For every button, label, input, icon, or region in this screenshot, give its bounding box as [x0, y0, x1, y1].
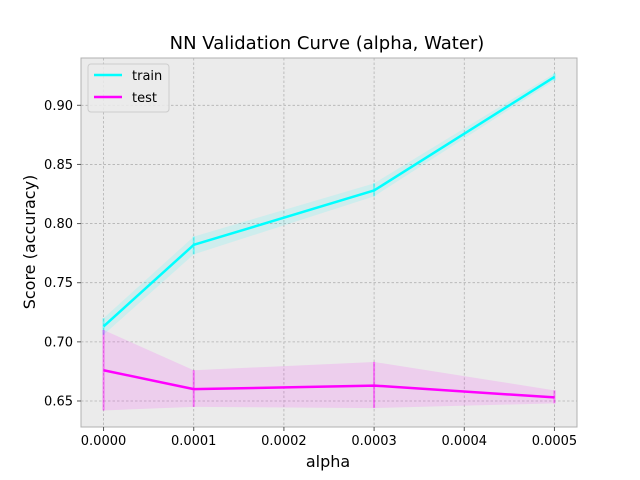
chart-title: NN Validation Curve (alpha, Water)	[170, 33, 485, 54]
x-tick-label: 0.0003	[351, 434, 397, 449]
series-lines	[102, 75, 556, 399]
y-tick-label: 0.70	[44, 335, 73, 350]
x-tick-label: 0.0001	[171, 434, 217, 449]
axis-ticks: 0.0000 0.0001 0.0002 0.0003 0.0004 0.0005 0.65…	[44, 99, 577, 449]
x-tick-label: 0.0002	[261, 434, 307, 449]
plot-area	[80, 57, 578, 428]
grid-lines	[81, 58, 577, 427]
y-axis-label: Score (accuracy)	[20, 175, 39, 310]
y-tick-label: 0.75	[44, 276, 73, 291]
y-tick-label: 0.65	[44, 394, 73, 409]
test-line	[103, 369, 555, 399]
y-tick-label: 0.90	[44, 99, 73, 114]
y-tick-label: 0.85	[44, 158, 73, 173]
x-axis-label: alpha	[306, 452, 350, 471]
legend-label-test: test	[132, 91, 157, 106]
x-tick-label: 0.0000	[81, 434, 127, 449]
x-tick-label: 0.0004	[442, 434, 488, 449]
x-tick-label: 0.0005	[532, 434, 578, 449]
train-line	[102, 75, 556, 328]
y-tick-label: 0.80	[44, 217, 73, 232]
legend-label-train: train	[132, 69, 162, 84]
legend: train test	[87, 63, 170, 113]
